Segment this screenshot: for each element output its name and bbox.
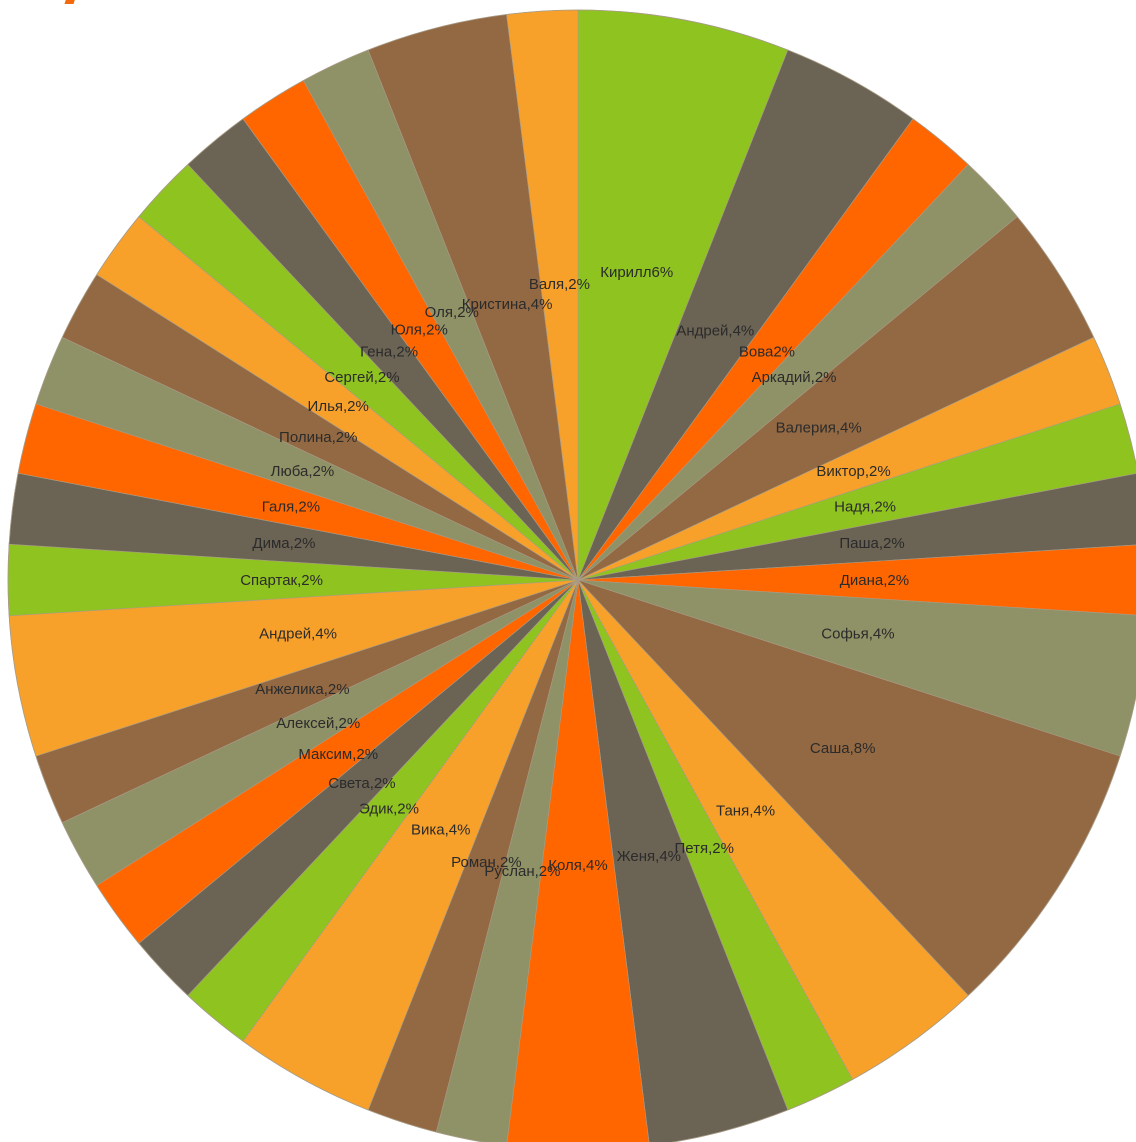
slice-label: Сергей,2% [324,369,399,386]
slice-label: Люба,2% [271,463,335,480]
slice-label: Руслан,2% [484,863,560,880]
slice-label: Гена,2% [360,344,418,361]
slice-label: Вика,4% [411,822,470,839]
slice-label: Надя,2% [834,498,896,515]
slice-label: Валя,2% [529,276,590,293]
slice-label: Софья,4% [821,625,894,642]
slice-label: Дима,2% [252,535,315,552]
slice-label: Виктор,2% [816,463,890,480]
slice-label: Юля,2% [391,322,448,339]
slice-label: Спартак,2% [240,572,323,589]
slice-label: Света,2% [328,775,395,792]
pie-slices [7,9,1136,1142]
slice-label: Валерия,4% [776,419,862,436]
slice-label: Саша,8% [810,740,876,757]
slice-label: Роман,2% [451,854,521,871]
pie-labels: Кирилл6% Андрей,4% Вова2% Аркадий,2% Валерия… [240,264,909,880]
slice-label: Максим,2% [298,746,378,763]
slice-label: Диана,2% [840,572,909,589]
slice-label: Паша,2% [839,535,904,552]
slice-label: Аркадий,2% [752,369,837,386]
slice-label: Коля,4% [548,857,607,874]
slice-label: Женя,4% [617,848,681,865]
pie-outline [7,9,1136,1142]
slice-label: Анжелика,2% [255,681,349,698]
slice-label: Эдик,2% [359,800,419,817]
slice-label: Андрей,4% [259,625,337,642]
slice-label: Кристина,4% [462,296,553,313]
slice-label: Галя,2% [262,498,320,515]
slice-label: Вова2% [739,344,795,361]
slice-label: Таня,4% [716,803,775,820]
slice-label: Петя,2% [674,840,733,857]
pie-slice [577,544,1136,616]
slice-label: Илья,2% [308,398,369,415]
slice-label: Андрей,4% [676,322,754,339]
pie-slice [506,579,650,1142]
slice-label: Кирилл6% [600,264,673,281]
slice-label: Оля,2% [425,304,479,321]
slice-label: Полина,2% [279,429,357,446]
slice-label: Алексей,2% [276,715,360,732]
